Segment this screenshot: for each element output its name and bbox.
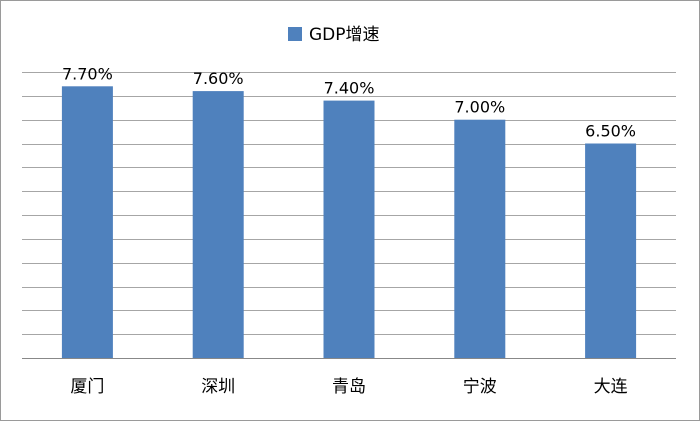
legend-swatch [288,27,302,41]
data-label: 7.70% [62,64,113,83]
x-tick-label: 宁波 [463,377,497,397]
bars [61,86,637,359]
data-label: 6.50% [585,122,636,141]
data-labels: 7.70% 7.60% 7.40% 7.00% 6.50% [62,64,636,140]
legend-label: GDP增速 [309,25,380,45]
bar [585,143,637,358]
bar [192,91,244,358]
x-tick-label: 厦门 [70,377,104,397]
x-tick-label: 青岛 [332,377,366,397]
x-axis: 厦门 深圳 青岛 宁波 大连 [22,358,676,397]
data-label: 7.40% [324,79,375,98]
bar [61,86,113,359]
data-label: 7.60% [193,69,244,88]
data-label: 7.00% [454,98,505,117]
bar [454,119,506,358]
x-tick-label: 深圳 [201,377,235,397]
legend: GDP增速 [288,25,380,45]
bar [323,100,375,358]
x-tick-label: 大连 [594,377,628,397]
